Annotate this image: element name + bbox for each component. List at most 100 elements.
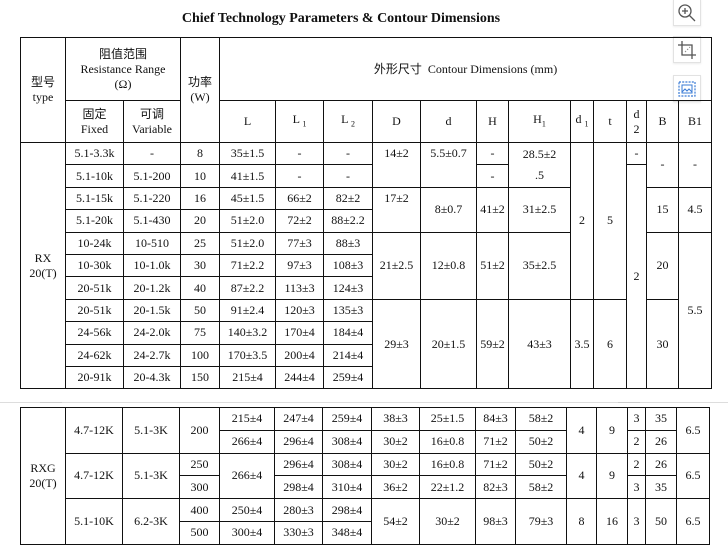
cell-L2: 310±4 bbox=[322, 475, 372, 500]
cell-H1: 50±2 bbox=[515, 452, 567, 477]
cell-L2: 308±4 bbox=[322, 452, 372, 477]
cell-d2: - bbox=[626, 141, 648, 166]
cell-D: 14±2 bbox=[372, 142, 422, 188]
cell-H: 71±2 bbox=[475, 429, 516, 454]
cell-fixed: 20-51k bbox=[65, 298, 124, 323]
cell-variable: 10-1.0k bbox=[122, 253, 182, 278]
cell-H: 98±3 bbox=[475, 498, 516, 545]
cell-fixed: 24-62k bbox=[65, 343, 124, 367]
cell-power: 300 bbox=[179, 475, 220, 500]
table-row: 10-24k 10-510 25 51±2.0 77±3 88±3 21±2.5 12±0… bbox=[21, 231, 713, 390]
header-H: H bbox=[476, 100, 510, 143]
header-resistance-range: 阻值范围 Resistance Range (Ω) bbox=[64, 37, 182, 101]
cell-d: 20±1.5 bbox=[420, 298, 478, 390]
cell-L1: 244±4 bbox=[275, 365, 325, 390]
cell-H1: 50±2 bbox=[515, 429, 567, 454]
header-contour-dimensions: 外形尺寸 Contour Dimensions (mm) bbox=[219, 37, 713, 101]
zoom-in-button[interactable] bbox=[673, 0, 701, 26]
cell-fixed: 4.7-12K bbox=[65, 452, 123, 500]
cell-power: 20 bbox=[180, 209, 221, 233]
cell-d1: 3.5 bbox=[570, 298, 595, 390]
header-B1: B1 bbox=[678, 100, 713, 143]
cell-L1: 296±4 bbox=[274, 452, 323, 477]
cell-t: 5 bbox=[593, 142, 628, 300]
cell-D: 17±2 bbox=[372, 186, 422, 233]
cell-H1: 79±3 bbox=[515, 498, 567, 545]
cell-B1: 4.5 bbox=[678, 186, 713, 233]
cell-fixed: 20-51k bbox=[65, 276, 124, 300]
cell-d: 12±0.8 bbox=[420, 231, 478, 300]
cell-fixed: 4.7-12K bbox=[65, 407, 123, 454]
cell-L1: 330±3 bbox=[274, 520, 323, 545]
document-title: Chief Technology Parameters & Contour Di… bbox=[181, 11, 501, 26]
cell-B: 20 bbox=[646, 231, 680, 300]
cell-L: 87±2.2 bbox=[219, 276, 277, 300]
cell-L1: 200±4 bbox=[275, 343, 325, 367]
cell-H1: 28.5±2.5 bbox=[508, 142, 572, 188]
cell-D: 21±2.5 bbox=[372, 231, 422, 300]
cell-H1: 35±2.5 bbox=[508, 231, 572, 300]
cell-fixed: 10-24k bbox=[65, 231, 124, 255]
cell-variable: 10-510 bbox=[122, 231, 182, 255]
cell-d: 22±1.2 bbox=[419, 475, 476, 500]
cell-L: 45±1.5 bbox=[219, 186, 277, 211]
cell-B1: 6.5 bbox=[676, 407, 710, 454]
cell-t: 6 bbox=[593, 298, 628, 390]
header-L1: L 1 bbox=[275, 100, 325, 143]
cell-fixed: 24-56k bbox=[65, 321, 124, 345]
cell-d1: 2 bbox=[570, 142, 595, 300]
cell-L: 170±3.5 bbox=[219, 343, 277, 367]
cell-L2: 259±4 bbox=[323, 365, 374, 390]
header-power: 功率 (W) bbox=[180, 37, 221, 143]
cell-t: 9 bbox=[596, 407, 628, 454]
cell-d2: 3 bbox=[627, 475, 646, 500]
cell-L: 250±4 bbox=[219, 498, 275, 522]
page-corner-mark bbox=[618, 394, 640, 403]
cell-d2: 2 bbox=[626, 164, 648, 390]
cell-L1: 296±4 bbox=[274, 429, 323, 454]
cell-power: 30 bbox=[180, 253, 221, 278]
cell-variable: 24-2.0k bbox=[122, 321, 182, 345]
cell-fixed: 10-30k bbox=[65, 253, 124, 278]
cell-H1: 31±2.5 bbox=[508, 186, 572, 233]
table-row: 20-51k 20-1.2k 40 87±2.2 113±3 124±3 bbox=[21, 276, 712, 300]
cell-L1: 247±4 bbox=[274, 407, 323, 431]
cell-power: 16 bbox=[180, 186, 221, 211]
header-d: d bbox=[420, 100, 478, 143]
cell-B: 26 bbox=[645, 429, 677, 454]
cell-d1: 4 bbox=[566, 452, 597, 500]
cell-B1: - bbox=[678, 142, 713, 188]
cell-variable: 5.1-430 bbox=[122, 209, 182, 233]
cell-d2: 3 bbox=[627, 498, 646, 545]
cell-variable: 5.1-3K bbox=[122, 452, 180, 500]
header-L: L bbox=[219, 100, 277, 143]
cell-power: 100 bbox=[180, 343, 221, 367]
header-fixed: 固定 Fixed bbox=[65, 100, 124, 143]
cell-H: 84±3 bbox=[475, 407, 516, 431]
cell-D: 36±2 bbox=[371, 475, 420, 500]
cell-fixed: 5.1-3.3k bbox=[65, 141, 124, 166]
cell-L: 215±4 bbox=[219, 365, 277, 390]
cell-power: 200 bbox=[179, 407, 220, 454]
cell-D: 54±2 bbox=[371, 498, 420, 545]
cell-L: 51±2.0 bbox=[219, 231, 277, 255]
cell-L: 140±3.2 bbox=[219, 321, 277, 345]
cell-L1: 72±2 bbox=[275, 209, 325, 233]
cell-D: 30±2 bbox=[371, 452, 420, 477]
cell-fixed: 5.1-10K bbox=[65, 498, 123, 545]
cell-H: 41±2 bbox=[476, 186, 510, 233]
rx-parameters-table: 型号 type 阻值范围 Resistance Range (Ω) 功率 (W) 外形尺… bbox=[20, 37, 713, 390]
cell-variable: 20-1.2k bbox=[122, 276, 182, 300]
page-corner-mark bbox=[40, 394, 62, 403]
cell-L2: 88±3 bbox=[323, 231, 374, 255]
cell-H1: 43±3 bbox=[508, 298, 572, 390]
cell-t: 9 bbox=[596, 452, 628, 500]
cell-L1: 170±4 bbox=[275, 321, 325, 345]
header-B: B bbox=[646, 100, 680, 143]
cell-L2: - bbox=[323, 141, 374, 166]
cell-L: 51±2.0 bbox=[219, 209, 277, 233]
cell-fixed: 5.1-20k bbox=[65, 209, 124, 233]
cell-L2: 108±3 bbox=[323, 253, 374, 278]
cell-B: 50 bbox=[645, 498, 677, 545]
